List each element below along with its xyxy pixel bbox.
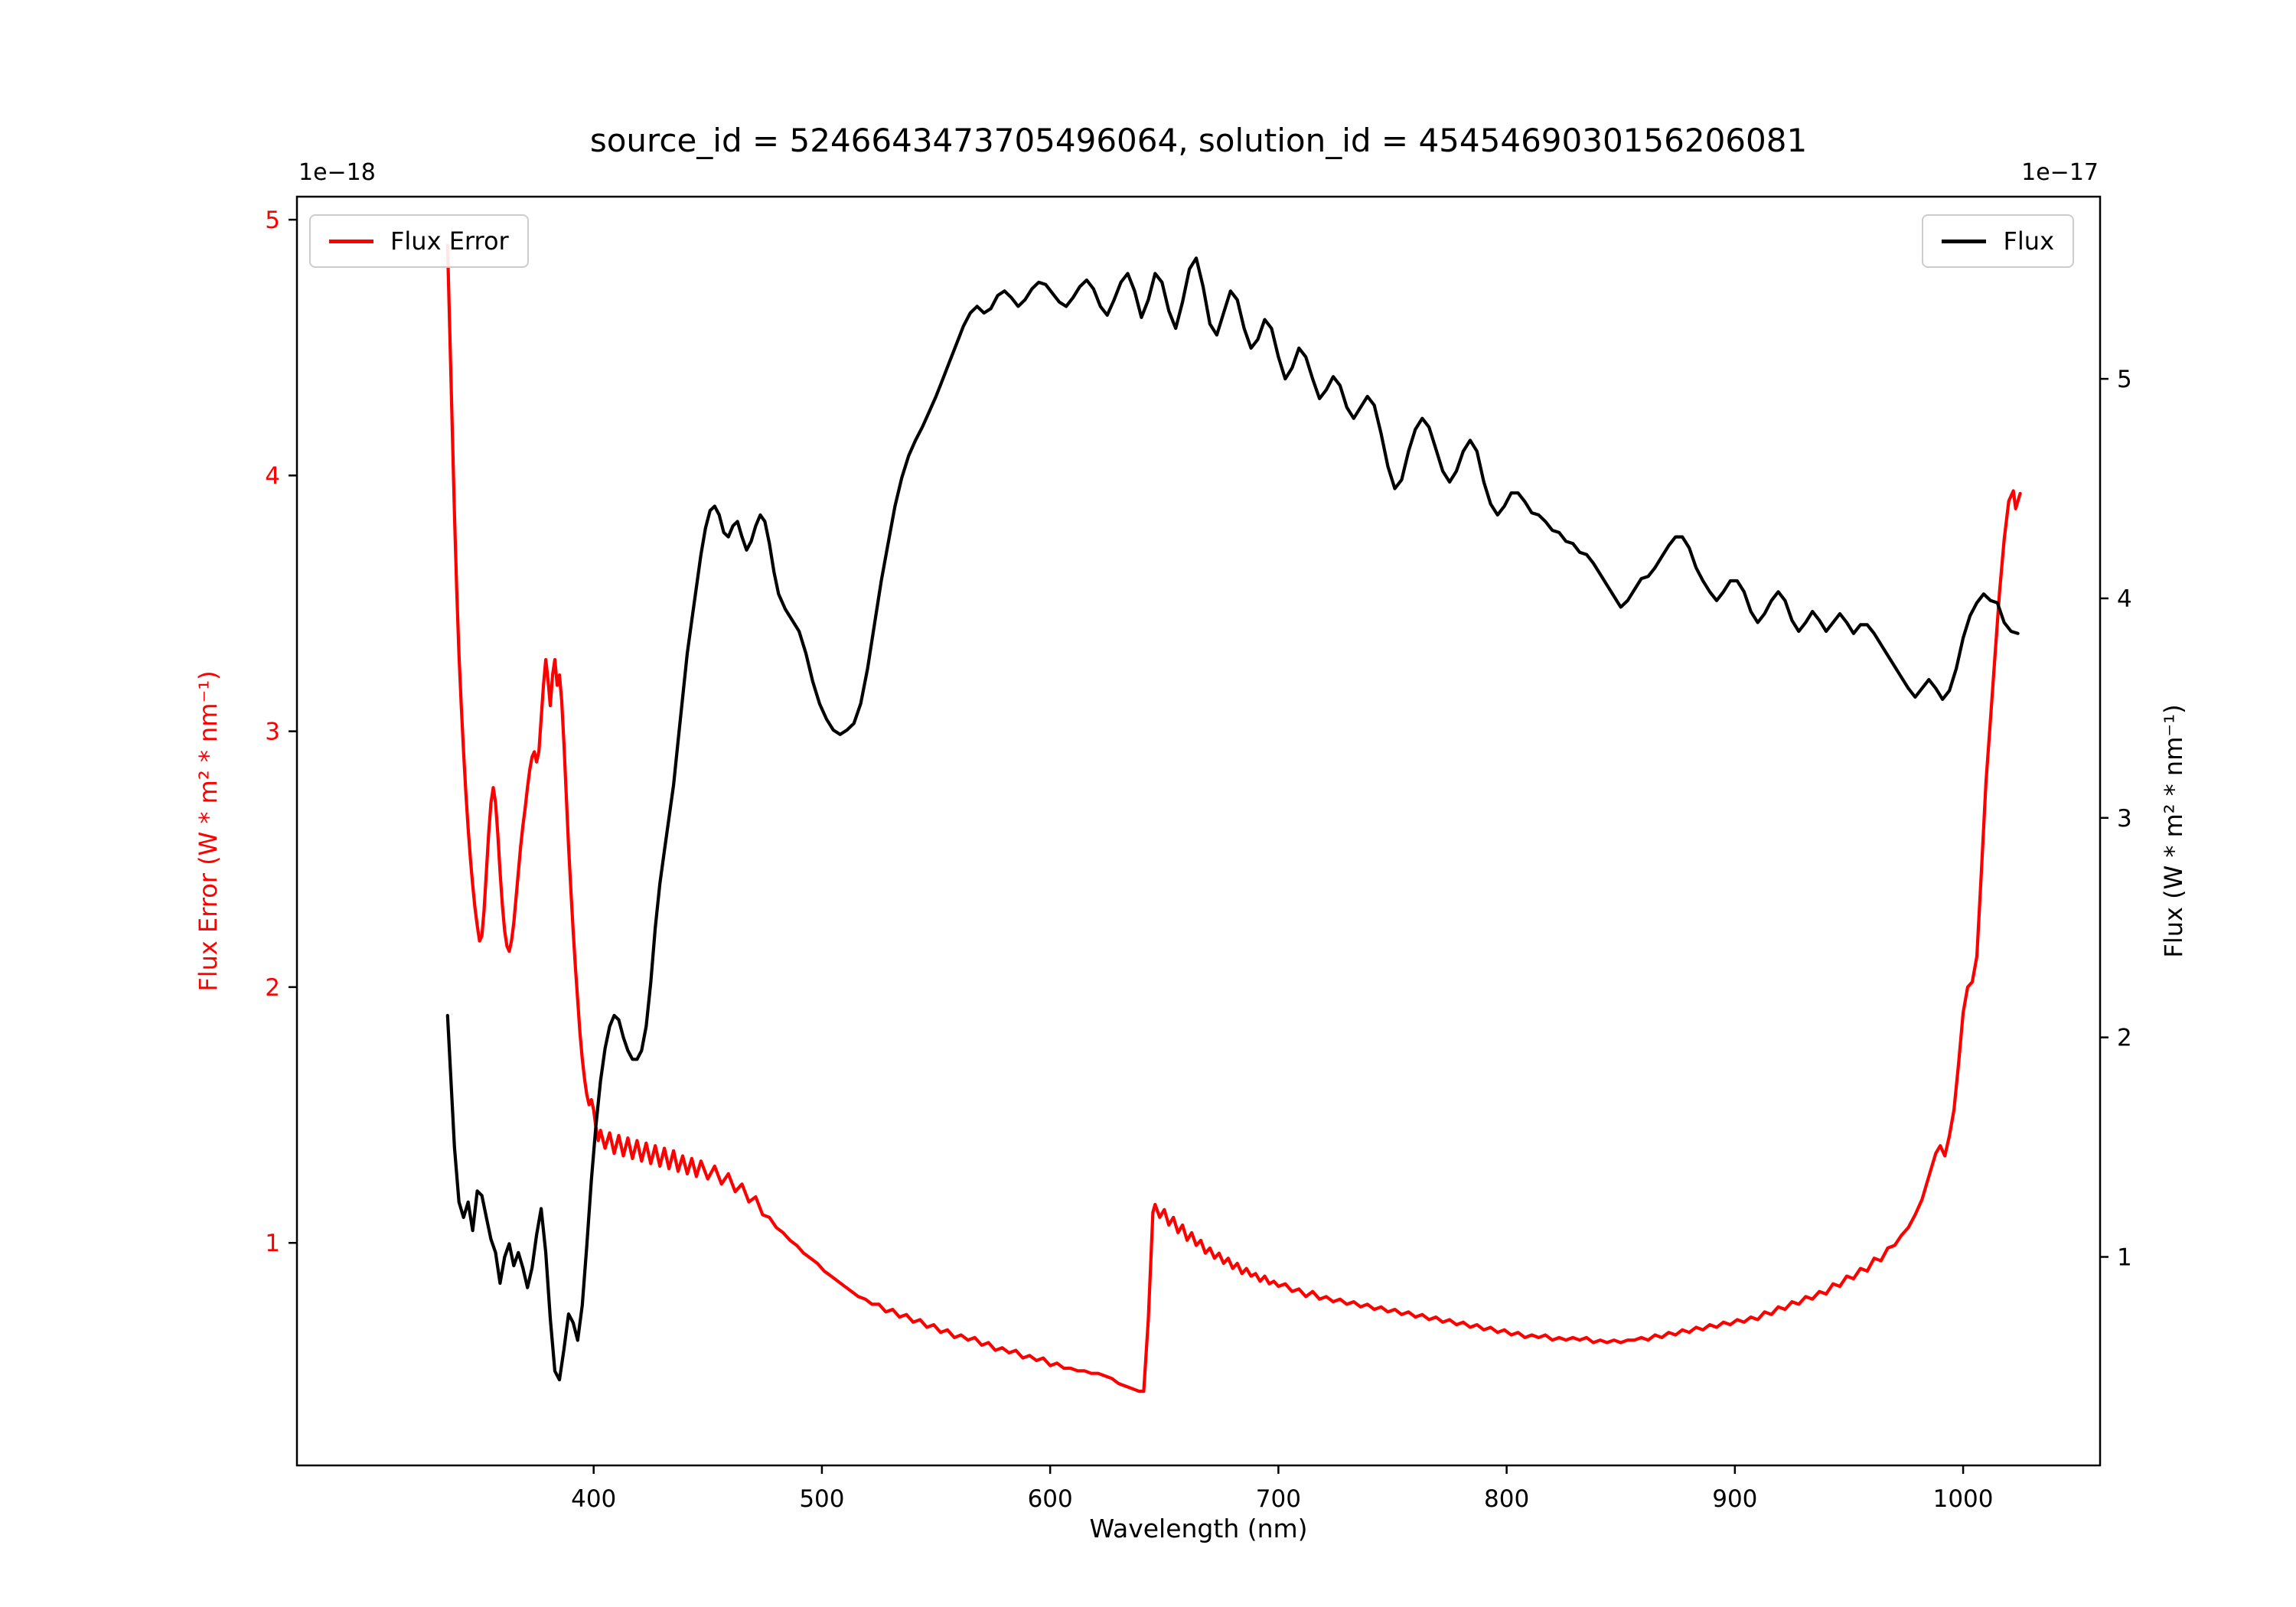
x-tick-label: 400 [571, 1485, 616, 1513]
y-left-tick-label: 5 [265, 207, 280, 234]
flux-line [445, 256, 2020, 1382]
axes-spines [295, 195, 2102, 1467]
x-tick-label: 700 [1256, 1485, 1301, 1513]
flux-error-legend-label: Flux Error [390, 227, 509, 256]
x-tick-label: 1000 [1933, 1485, 1994, 1513]
legend-flux-error: Flux Error [309, 214, 529, 268]
y-right-tick-label: 1 [2117, 1244, 2132, 1271]
flux-error-legend-swatch [329, 239, 373, 243]
flux-error-line [445, 243, 2022, 1393]
plot-title: source_id = 5246643473705496064, solutio… [589, 122, 1808, 159]
y-left-tick-label: 4 [265, 462, 280, 490]
y-right-tick-label: 3 [2117, 805, 2132, 833]
legend-flux: Flux [1922, 214, 2074, 268]
y-right-axis-label: Flux (W * m² * nm⁻¹) [2159, 704, 2188, 958]
right-axis-scale-offset: 1e−17 [2021, 159, 2099, 186]
flux-legend-swatch [1942, 239, 1987, 243]
x-tick-label: 500 [799, 1485, 844, 1513]
y-right-tick-label: 4 [2117, 585, 2132, 613]
x-tick-label: 600 [1028, 1485, 1073, 1513]
y-left-tick-label: 1 [265, 1230, 280, 1257]
y-left-tick-label: 3 [265, 719, 280, 746]
x-tick-label: 900 [1712, 1485, 1757, 1513]
left-axis-scale-offset: 1e−18 [298, 159, 376, 186]
y-right-tick-label: 2 [2117, 1025, 2132, 1052]
y-left-tick-label: 2 [265, 974, 280, 1002]
flux-legend-label: Flux [2003, 227, 2054, 256]
x-axis-label: Wavelength (nm) [1089, 1514, 1308, 1543]
x-tick-label: 800 [1484, 1485, 1529, 1513]
y-right-tick-label: 5 [2117, 366, 2132, 393]
y-left-axis-label: Flux Error (W * m² * nm⁻¹) [194, 670, 223, 992]
